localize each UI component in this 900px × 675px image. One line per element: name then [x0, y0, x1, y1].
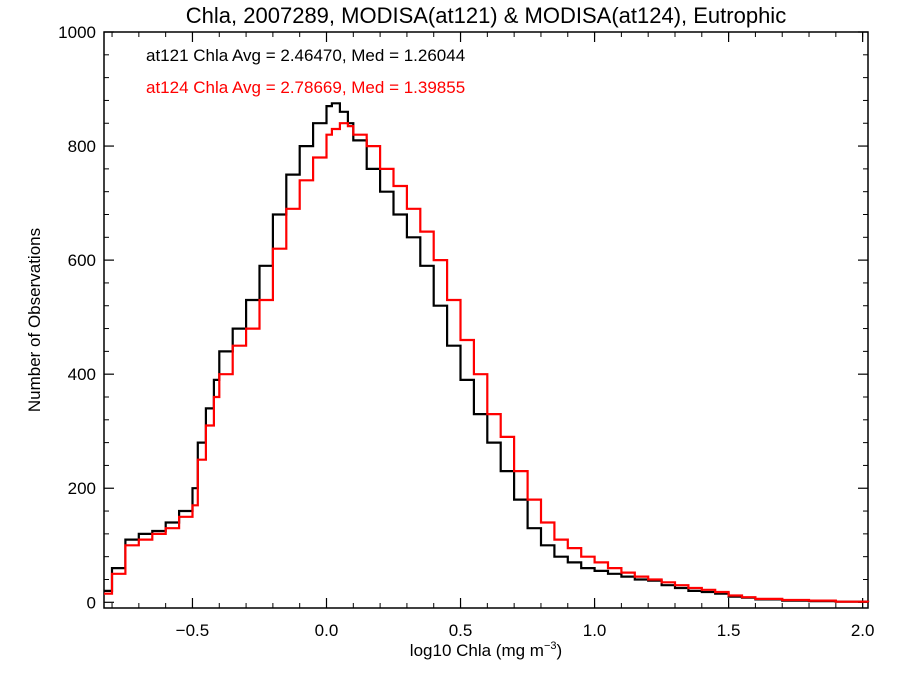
y-tick-label: 800	[68, 137, 96, 156]
x-axis-label: log10 Chla (mg m−3)	[410, 640, 562, 660]
axis-ticks: −0.5 0.0 0.5 1.0 1.5 2.0 0 200 400 600 800 1000	[58, 23, 874, 640]
y-axis-label: Number of Observations	[25, 228, 44, 412]
y-tick-label: 1000	[58, 23, 96, 42]
x-axis-label-close: )	[557, 641, 563, 660]
y-tick-label: 600	[68, 251, 96, 270]
y-tick-label: 200	[68, 479, 96, 498]
x-axis-label-main: log10 Chla (mg m	[410, 641, 544, 660]
series-lines	[104, 102, 870, 603]
legend-entry-at124: at124 Chla Avg = 2.78669, Med = 1.39855	[146, 78, 465, 97]
chart-title: Chla, 2007289, MODISA(at121) & MODISA(at…	[186, 3, 786, 28]
x-tick-label: 1.5	[717, 621, 741, 640]
series-at124-line	[104, 122, 870, 603]
plot-frame	[103, 31, 869, 609]
x-tick-label: −0.5	[176, 621, 210, 640]
y-tick-label: 400	[68, 365, 96, 384]
x-tick-label: 1.0	[583, 621, 607, 640]
y-tick-label: 0	[87, 593, 96, 612]
x-tick-label: 0.0	[315, 621, 339, 640]
x-tick-label: 2.0	[851, 621, 875, 640]
x-axis-label-superscript: −3	[544, 640, 557, 652]
x-tick-label: 0.5	[449, 621, 473, 640]
legend-entry-at121: at121 Chla Avg = 2.46470, Med = 1.26044	[146, 46, 465, 65]
series-at121-line	[104, 102, 870, 603]
